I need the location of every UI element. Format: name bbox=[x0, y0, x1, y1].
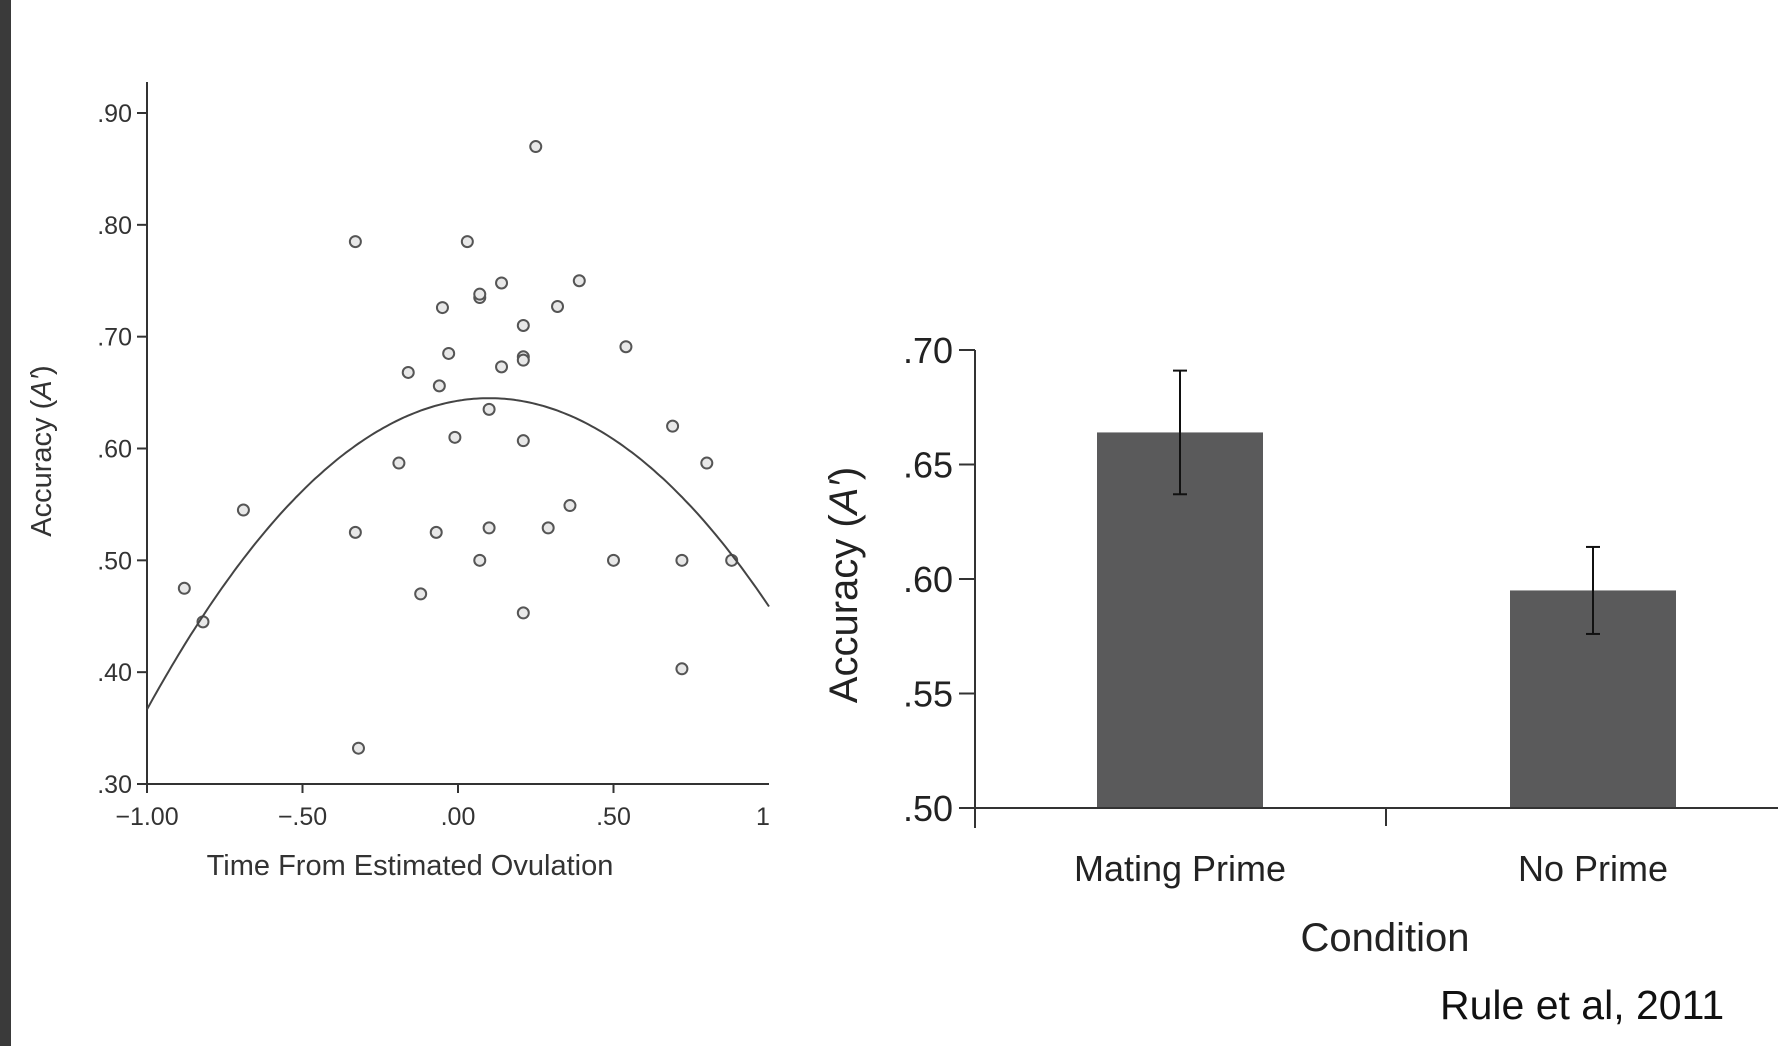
scatter-point bbox=[348, 235, 362, 249]
bar-y-tick-label: .70 bbox=[903, 330, 953, 371]
scatter-y-axis-title: Accuracy (A′) bbox=[26, 365, 58, 536]
scatter-point bbox=[551, 299, 565, 313]
scatter-point bbox=[392, 456, 406, 470]
scatter-y-tick-label: .80 bbox=[97, 212, 132, 240]
scatter-point bbox=[541, 521, 555, 535]
scatter-point bbox=[435, 301, 449, 315]
scatter-point bbox=[473, 553, 487, 567]
scatter-point bbox=[516, 606, 530, 620]
scatter-point bbox=[495, 360, 509, 374]
scatter-y-tick-label: .40 bbox=[97, 659, 132, 687]
scatter-point bbox=[460, 235, 474, 249]
scatter-point bbox=[607, 553, 620, 567]
bar-y-tick-label: .65 bbox=[903, 445, 953, 486]
scatter-y-tick-label: .90 bbox=[97, 100, 132, 128]
scatter-point bbox=[351, 741, 365, 755]
scatter-point bbox=[675, 553, 689, 567]
scatter-point bbox=[572, 274, 586, 288]
scatter-x-tick-label: −1.00 bbox=[115, 803, 178, 831]
scatter-point bbox=[442, 346, 456, 360]
error-bar bbox=[1586, 545, 1600, 635]
scatter-point bbox=[619, 340, 633, 354]
scatter-y-tick-label: .30 bbox=[97, 771, 132, 799]
scatter-point bbox=[563, 499, 577, 513]
bar-y-tick-label: .55 bbox=[903, 674, 953, 715]
scatter-y-tick-label: .50 bbox=[97, 547, 132, 575]
scatter-point bbox=[432, 379, 446, 393]
bar-x-axis-title: Condition bbox=[1300, 916, 1469, 960]
scatter-point bbox=[236, 503, 250, 517]
scatter-point bbox=[666, 419, 680, 433]
bar-y-tick-label: .60 bbox=[903, 559, 953, 600]
left-edge-strip bbox=[0, 0, 11, 1046]
fit-curve bbox=[146, 397, 770, 710]
scatter-x-tick-label: .50 bbox=[596, 803, 631, 831]
bar-y-tick-label: .50 bbox=[903, 788, 953, 829]
scatter-point bbox=[177, 581, 191, 595]
scatter-point bbox=[482, 521, 496, 535]
scatter-point bbox=[401, 365, 415, 379]
scatter-point bbox=[448, 430, 462, 444]
scatter-point bbox=[516, 353, 530, 367]
scatter-point bbox=[675, 662, 689, 676]
scatter-x-tick-label: −.50 bbox=[278, 803, 327, 831]
scatter-point bbox=[482, 402, 496, 416]
scatter-point bbox=[495, 276, 509, 290]
bar-y-axis-title: Accuracy (A′) bbox=[822, 467, 866, 703]
scatter-point bbox=[414, 587, 428, 601]
scatter-y-tick-label: .70 bbox=[97, 324, 132, 352]
scatter-point bbox=[429, 525, 443, 539]
scatter-y-tick-label: .60 bbox=[97, 436, 132, 464]
scatter-point bbox=[473, 287, 487, 301]
scatter-chart: .30 .40 .50 .60 .70 .80 .90 −1.00 −.50 .00 .50 1 Ti… bbox=[26, 82, 770, 882]
scatter-point bbox=[348, 525, 362, 539]
scatter-point bbox=[529, 140, 543, 154]
scatter-x-axis-title: Time From Estimated Ovulation bbox=[207, 850, 614, 882]
scatter-x-tick-label: .00 bbox=[441, 803, 476, 831]
scatter-point bbox=[516, 318, 530, 332]
citation-text: Rule et al, 2011 bbox=[1440, 982, 1725, 1028]
bar-category-label: No Prime bbox=[1518, 848, 1668, 889]
scatter-point bbox=[700, 456, 714, 470]
error-bar bbox=[1173, 369, 1187, 496]
scatter-point bbox=[516, 434, 530, 448]
scatter-x-tick-label: 1 bbox=[756, 803, 770, 831]
bar-category-label: Mating Prime bbox=[1074, 848, 1286, 889]
